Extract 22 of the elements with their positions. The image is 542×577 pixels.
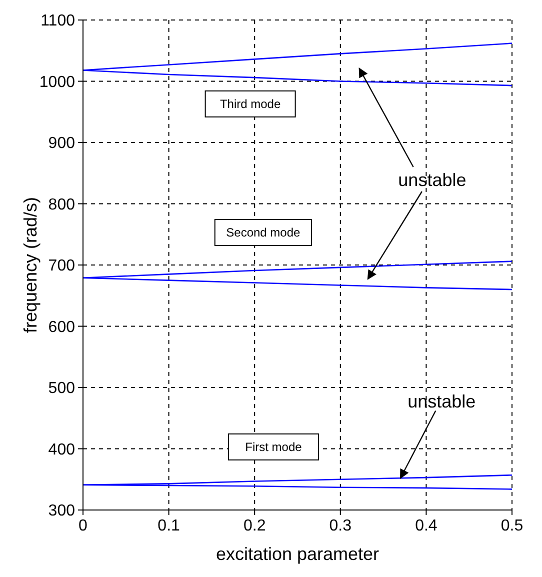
x-tick-label: 0 bbox=[78, 517, 88, 534]
annotation: First mode bbox=[245, 440, 302, 454]
y-tick-label: 400 bbox=[48, 441, 76, 458]
y-tick-label: 900 bbox=[48, 135, 76, 152]
x-tick-label: 0.3 bbox=[329, 517, 352, 534]
x-tick-label: 0.4 bbox=[415, 517, 438, 534]
x-tick-label: 0.2 bbox=[243, 517, 266, 534]
y-tick-label: 1100 bbox=[40, 12, 76, 30]
y-tick-label: 800 bbox=[48, 196, 76, 214]
y-tick-label: 500 bbox=[48, 380, 76, 398]
annotation: unstable bbox=[408, 392, 476, 412]
annotation: Second mode bbox=[226, 226, 301, 240]
x-tick-label: 0.1 bbox=[158, 517, 180, 534]
annotation: Third mode bbox=[220, 96, 281, 111]
y-axis-title: frequency (rad/s) bbox=[20, 196, 40, 334]
x-tick-label: 0.5 bbox=[500, 517, 524, 534]
annotation: unstable bbox=[398, 170, 466, 190]
y-tick-label: 700 bbox=[48, 258, 76, 275]
y-tick-label: 600 bbox=[48, 318, 76, 336]
y-tick-label: 300 bbox=[48, 502, 76, 520]
y-tick-label: 1000 bbox=[39, 74, 76, 91]
x-axis-title: excitation parameter bbox=[216, 544, 380, 564]
